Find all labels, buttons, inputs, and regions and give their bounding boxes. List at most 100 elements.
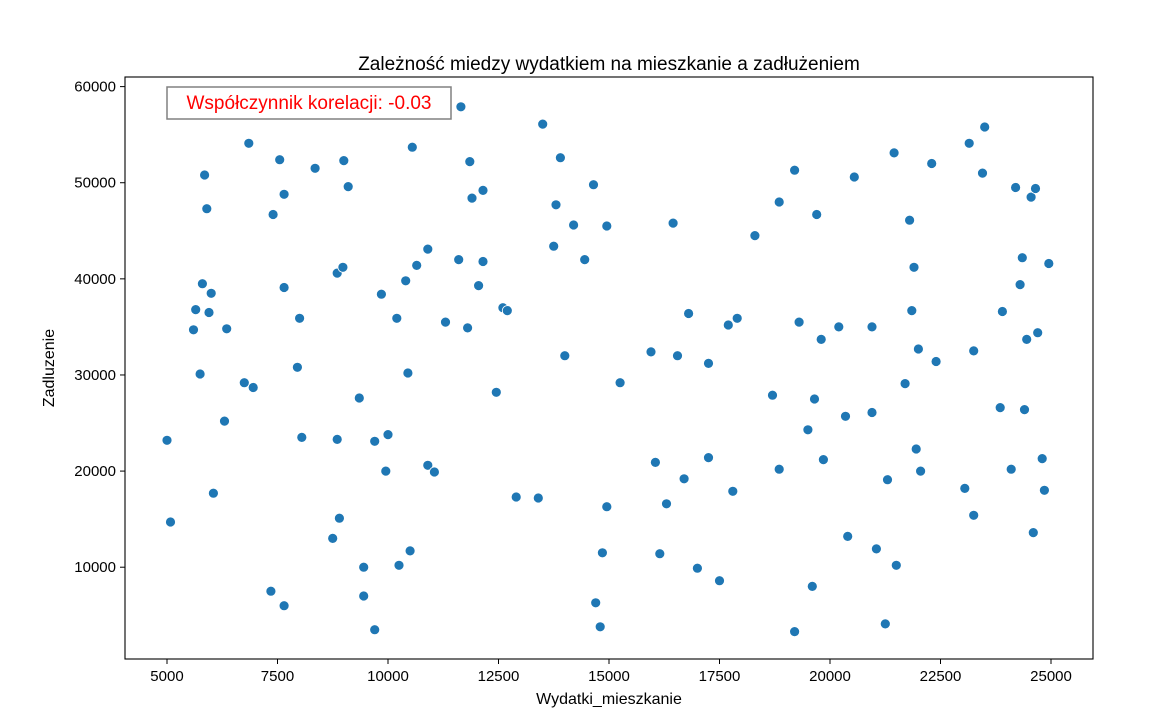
data-point-59 <box>477 256 489 267</box>
points-layer <box>161 101 1055 637</box>
data-point-139 <box>1019 404 1030 416</box>
data-point-107 <box>833 321 845 333</box>
data-point-88 <box>703 452 714 464</box>
data-point-70 <box>568 219 579 231</box>
data-point-41 <box>391 312 403 324</box>
data-point-31 <box>338 155 350 167</box>
data-point-109 <box>842 531 854 542</box>
y-axis-ticks: 10000 20000 30000 40000 50000 60000 <box>74 79 125 576</box>
data-point-48 <box>422 243 434 255</box>
data-point-33 <box>353 392 365 404</box>
data-point-16 <box>265 585 277 597</box>
data-point-75 <box>597 547 608 559</box>
data-point-4 <box>194 368 206 380</box>
data-point-35 <box>358 590 370 602</box>
data-point-85 <box>678 473 690 485</box>
data-point-78 <box>614 377 626 389</box>
data-point-10 <box>207 487 219 499</box>
data-point-123 <box>913 343 924 355</box>
data-point-133 <box>994 402 1006 414</box>
data-point-54 <box>462 322 474 334</box>
data-point-119 <box>904 214 915 226</box>
data-point-87 <box>692 562 703 574</box>
y-tick-label: 10000 <box>74 559 116 576</box>
data-point-130 <box>968 509 980 521</box>
x-tick-label: 12500 <box>478 668 520 685</box>
data-point-89 <box>703 357 714 369</box>
data-point-23 <box>294 312 306 324</box>
data-point-118 <box>899 378 911 390</box>
data-point-32 <box>342 181 354 193</box>
data-point-12 <box>219 415 230 427</box>
data-point-97 <box>773 463 785 475</box>
data-point-86 <box>683 308 694 319</box>
data-point-43 <box>400 275 412 287</box>
y-axis-label: Zadluzenie <box>41 329 58 407</box>
data-point-120 <box>906 305 918 317</box>
data-point-80 <box>650 456 661 468</box>
data-point-128 <box>963 137 975 149</box>
data-point-51 <box>440 316 451 328</box>
data-point-9 <box>205 287 217 299</box>
data-point-116 <box>888 147 900 159</box>
data-point-77 <box>601 220 613 232</box>
y-tick-label: 30000 <box>74 367 116 384</box>
data-point-11 <box>221 323 233 335</box>
data-point-131 <box>977 167 988 179</box>
data-point-30 <box>337 261 349 273</box>
data-point-6 <box>199 169 211 181</box>
data-point-147 <box>1043 258 1055 269</box>
data-point-44 <box>402 367 414 379</box>
data-point-72 <box>588 179 599 191</box>
data-point-126 <box>930 356 942 367</box>
data-point-46 <box>406 141 418 153</box>
data-point-145 <box>1036 453 1048 465</box>
data-point-13 <box>238 377 250 389</box>
data-point-98 <box>789 164 800 176</box>
data-point-137 <box>1014 279 1026 291</box>
data-point-29 <box>333 512 345 524</box>
data-point-39 <box>380 465 392 477</box>
data-point-124 <box>915 465 926 477</box>
data-point-144 <box>1032 327 1044 339</box>
data-point-91 <box>722 319 734 331</box>
x-tick-label: 22500 <box>920 668 962 685</box>
data-point-141 <box>1025 191 1037 203</box>
data-point-7 <box>201 203 213 215</box>
data-point-90 <box>714 575 725 587</box>
data-point-1 <box>165 516 176 528</box>
data-point-65 <box>537 118 549 130</box>
data-point-84 <box>672 350 683 362</box>
data-point-34 <box>358 561 370 573</box>
data-point-63 <box>510 491 522 503</box>
data-point-27 <box>331 433 343 445</box>
data-point-0 <box>161 434 173 446</box>
data-point-146 <box>1039 484 1050 496</box>
data-point-113 <box>871 543 882 555</box>
data-point-134 <box>997 306 1008 317</box>
data-point-94 <box>749 230 761 242</box>
data-point-56 <box>466 192 478 204</box>
data-point-17 <box>267 209 279 220</box>
correlation-annotation: Współczynnik korelacji: -0.03 <box>166 86 452 120</box>
data-point-103 <box>809 393 820 405</box>
data-point-66 <box>548 240 560 252</box>
data-point-8 <box>203 307 215 318</box>
y-tick-label: 20000 <box>74 463 116 480</box>
data-point-69 <box>559 350 571 362</box>
data-point-143 <box>1030 183 1041 194</box>
y-tick-label: 40000 <box>74 271 116 288</box>
data-point-117 <box>890 559 902 571</box>
data-point-60 <box>490 386 502 398</box>
data-point-53 <box>455 101 467 113</box>
data-point-40 <box>382 429 394 441</box>
data-point-121 <box>908 261 920 273</box>
x-tick-label: 5000 <box>150 668 183 685</box>
data-point-106 <box>818 454 829 466</box>
data-point-95 <box>767 389 778 401</box>
data-point-112 <box>866 407 878 418</box>
data-point-140 <box>1021 333 1033 345</box>
y-tick-label: 60000 <box>74 79 116 96</box>
